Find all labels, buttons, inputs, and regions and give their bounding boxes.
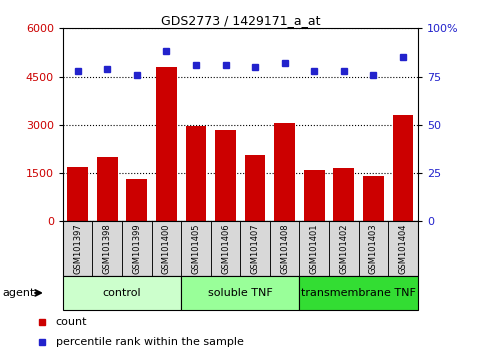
Title: GDS2773 / 1429171_a_at: GDS2773 / 1429171_a_at <box>160 14 320 27</box>
Bar <box>67 167 88 221</box>
Bar <box>156 67 177 221</box>
Text: GSM101404: GSM101404 <box>398 223 408 274</box>
FancyBboxPatch shape <box>181 276 299 310</box>
FancyBboxPatch shape <box>329 221 358 276</box>
Text: transmembrane TNF: transmembrane TNF <box>301 288 416 298</box>
FancyBboxPatch shape <box>63 221 92 276</box>
FancyBboxPatch shape <box>92 221 122 276</box>
FancyBboxPatch shape <box>299 276 418 310</box>
Text: percentile rank within the sample: percentile rank within the sample <box>56 337 243 347</box>
Text: GSM101403: GSM101403 <box>369 223 378 274</box>
Text: GSM101408: GSM101408 <box>280 223 289 274</box>
FancyBboxPatch shape <box>181 221 211 276</box>
Text: GSM101398: GSM101398 <box>103 223 112 274</box>
Text: GSM101400: GSM101400 <box>162 223 171 274</box>
FancyBboxPatch shape <box>299 221 329 276</box>
FancyBboxPatch shape <box>270 221 299 276</box>
FancyBboxPatch shape <box>63 276 181 310</box>
Text: GSM101402: GSM101402 <box>340 223 348 274</box>
Bar <box>333 168 354 221</box>
Bar <box>215 130 236 221</box>
FancyBboxPatch shape <box>241 221 270 276</box>
FancyBboxPatch shape <box>359 221 388 276</box>
Bar <box>393 115 413 221</box>
Text: agent: agent <box>2 288 35 298</box>
Text: GSM101405: GSM101405 <box>191 223 200 274</box>
Text: count: count <box>56 317 87 327</box>
Bar <box>274 123 295 221</box>
Text: GSM101399: GSM101399 <box>132 223 141 274</box>
FancyBboxPatch shape <box>122 221 152 276</box>
Bar <box>363 176 384 221</box>
FancyBboxPatch shape <box>388 221 418 276</box>
Text: soluble TNF: soluble TNF <box>208 288 273 298</box>
Bar <box>185 126 206 221</box>
FancyBboxPatch shape <box>152 221 181 276</box>
Bar <box>304 170 325 221</box>
Text: GSM101401: GSM101401 <box>310 223 319 274</box>
Bar <box>127 179 147 221</box>
Bar <box>245 155 266 221</box>
Bar <box>97 157 117 221</box>
Text: GSM101397: GSM101397 <box>73 223 82 274</box>
Text: control: control <box>103 288 141 298</box>
Text: GSM101407: GSM101407 <box>251 223 259 274</box>
Text: GSM101406: GSM101406 <box>221 223 230 274</box>
FancyBboxPatch shape <box>211 221 240 276</box>
